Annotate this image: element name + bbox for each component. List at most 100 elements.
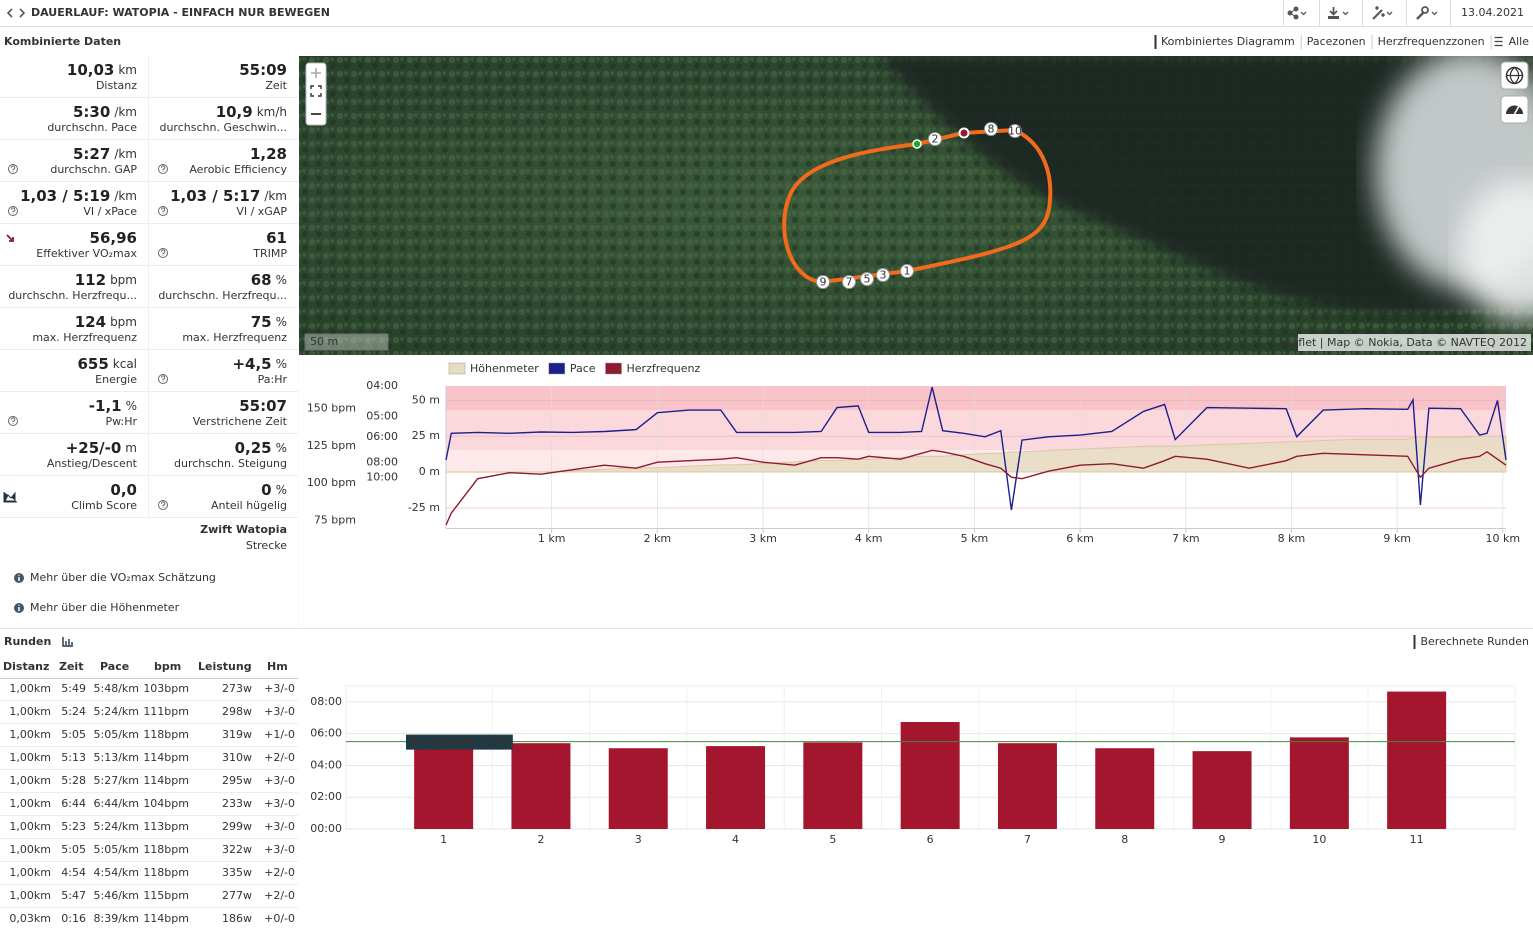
help-icon[interactable] — [158, 374, 168, 384]
table-cell: 1,00km — [9, 843, 51, 856]
x-tick-label: 5 — [829, 833, 836, 846]
table-cell: +3/-0 — [264, 820, 295, 833]
back-icon[interactable] — [6, 8, 13, 18]
table-cell: 1,00km — [9, 728, 51, 741]
stat-label: Verstrichene Zeit — [193, 415, 288, 428]
info-link[interactable]: Mehr über die Höhenmeter — [30, 601, 180, 614]
laps-chart-icon[interactable] — [62, 637, 73, 647]
x-tick-label: 8 km — [1278, 532, 1306, 545]
y-tick-label: 04:00 — [366, 379, 398, 392]
km-marker-label: 3 — [880, 269, 887, 282]
zoom-in[interactable] — [311, 68, 321, 78]
stat-number: 0,25 — [235, 439, 272, 457]
y-tick-label: 125 bpm — [307, 439, 356, 452]
map[interactable] — [299, 50, 1533, 355]
tab[interactable]: Kombiniertes Diagramm — [1161, 35, 1295, 48]
help-circle — [158, 500, 168, 510]
bar[interactable] — [997, 743, 1057, 829]
help-icon[interactable] — [8, 416, 18, 426]
table-cell: 277w — [222, 889, 252, 902]
help-icon[interactable] — [8, 206, 18, 216]
stat-unit: /km — [264, 189, 287, 203]
stat-unit: km/h — [257, 105, 287, 119]
stat-label: max. Herzfrequenz — [182, 331, 287, 344]
table-header: Distanz — [3, 660, 49, 673]
tab[interactable]: Alle — [1509, 35, 1530, 48]
table-cell: +1/-0 — [264, 728, 295, 741]
tools-button[interactable] — [1372, 6, 1393, 20]
stat-number: +25/-0 — [66, 439, 122, 457]
bar[interactable] — [608, 748, 668, 829]
stat-number: 55:07 — [239, 397, 287, 415]
table-cell: 5:47 — [61, 889, 86, 902]
table-cell: 5:05 — [61, 728, 86, 741]
x-tick-label: 1 — [440, 833, 447, 846]
help-icon[interactable] — [158, 248, 168, 258]
km-marker — [876, 268, 890, 282]
stat-unit: km — [118, 63, 137, 77]
table-cell: 4:54 — [61, 866, 86, 879]
table-cell: +0/-0 — [264, 912, 295, 925]
settings-button[interactable] — [1416, 6, 1438, 20]
help-icon[interactable] — [158, 500, 168, 510]
y-tick-label: 25 m — [412, 429, 440, 442]
x-tick-label: 9 km — [1383, 532, 1411, 545]
stat-unit: % — [126, 399, 137, 413]
table-cell: 310w — [222, 751, 252, 764]
download-button[interactable] — [1328, 7, 1349, 19]
bar[interactable] — [803, 742, 863, 829]
km-marker-label: 7 — [846, 276, 853, 289]
help-glyph — [160, 375, 166, 382]
bar[interactable] — [1289, 737, 1349, 829]
bar[interactable] — [1387, 691, 1447, 829]
bar[interactable] — [1095, 748, 1155, 829]
km-marker — [816, 275, 830, 289]
tab[interactable]: Pacezonen — [1307, 35, 1366, 48]
table-cell: 5:48/km — [94, 682, 140, 695]
bar[interactable] — [511, 743, 571, 829]
toolbar-separators — [1283, 0, 1451, 26]
legend-label[interactable]: Pace — [570, 362, 596, 375]
stat-label: durchschn. GAP — [50, 163, 137, 176]
bar[interactable] — [706, 746, 766, 829]
forward-icon[interactable] — [19, 8, 26, 18]
laps-mode[interactable]: Berechnete Runden — [1420, 635, 1529, 648]
help-icon[interactable] — [8, 164, 18, 174]
bar[interactable] — [1192, 751, 1252, 829]
stat-unit: bpm — [110, 315, 137, 329]
help-circle — [158, 206, 168, 216]
stat-unit: /km — [114, 189, 137, 203]
bar[interactable] — [414, 736, 474, 829]
help-icon[interactable] — [158, 206, 168, 216]
x-tick-label: 10 km — [1486, 532, 1521, 545]
legend-label[interactable]: Höhenmeter — [470, 362, 539, 375]
km-marker-label: 2 — [932, 133, 939, 146]
help-glyph — [160, 501, 166, 508]
legend-label[interactable]: Herzfrequenz — [627, 362, 701, 375]
info-link[interactable]: Mehr über die VO₂max Schätzung — [30, 571, 216, 584]
km-marker — [900, 264, 914, 278]
table-header: Zeit — [59, 660, 83, 673]
table-cell: 5:23 — [61, 820, 86, 833]
table-cell: 5:24/km — [94, 705, 140, 718]
share-button[interactable] — [1287, 6, 1307, 20]
page-title: DAUERLAUF: WATOPIA - EINFACH NUR BEWEGEN — [31, 6, 330, 19]
stat-number: 10,9 — [216, 103, 253, 121]
bar[interactable] — [900, 722, 960, 829]
stat-value: 55:09 — [239, 61, 287, 79]
y-tick-label: 75 bpm — [314, 514, 356, 527]
help-icon[interactable] — [158, 164, 168, 174]
section-bar — [0, 27, 1533, 56]
info-icon[interactable] — [14, 573, 24, 583]
table-cell: 118bpm — [143, 866, 189, 879]
table-cell: 5:05/km — [94, 843, 140, 856]
average-label-box — [406, 734, 513, 750]
fullscreen[interactable] — [310, 85, 322, 97]
y-tick-label: 04:00 — [310, 758, 342, 771]
route-name: Zwift Watopia — [200, 523, 287, 536]
info-icon[interactable] — [14, 603, 24, 613]
tab[interactable]: Herzfrequenzzonen — [1378, 35, 1485, 48]
table-cell: 6:44 — [61, 797, 86, 810]
y-tick-label: 06:00 — [366, 430, 398, 443]
zoom-control — [305, 62, 327, 126]
